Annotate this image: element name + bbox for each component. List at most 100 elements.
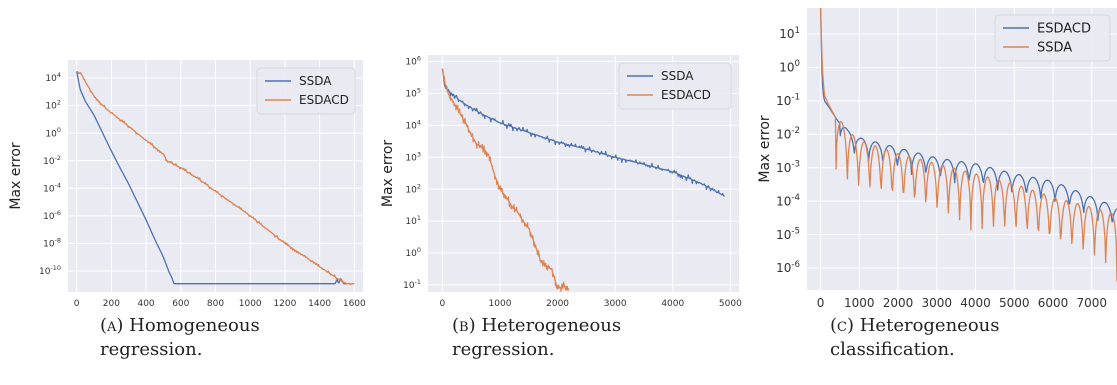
caption-line1: Heterogeneous [859, 315, 1000, 336]
y-tick-exponent: -4 [55, 181, 61, 189]
y-tick-exponent: 2 [417, 182, 421, 190]
y-axis-label: Max error [8, 142, 24, 210]
legend-label: ESDACD [1037, 22, 1091, 37]
y-tick-base: 10 [405, 153, 417, 163]
x-tick-label: 1400 [308, 299, 331, 309]
y-tick-label: 10-2 [776, 126, 800, 141]
x-tick-label: 2000 [883, 296, 914, 310]
y-tick-label: 10-10 [39, 264, 61, 277]
y-tick-exponent: 6 [417, 55, 421, 63]
y-tick-label: 101 [779, 26, 800, 41]
y-tick-exponent: 4 [417, 118, 421, 126]
caption-line2: regression. [452, 339, 555, 360]
x-tick-label: 1000 [239, 299, 262, 309]
legend-label: SSDA [299, 74, 332, 88]
series-group [819, 8, 1117, 282]
y-tick-base: 10 [776, 128, 791, 142]
caption-tag: (c) [830, 315, 854, 336]
y-tick-exponent: -2 [791, 126, 800, 136]
y-tick-label: 100 [45, 126, 61, 139]
y-tick-exponent: 0 [57, 126, 61, 134]
y-tick-exponent: -1 [791, 93, 800, 103]
y-tick-base: 10 [405, 90, 417, 100]
x-tick-label: 0 [440, 299, 446, 309]
legend: ESDACD SSDA [994, 14, 1111, 62]
y-tick-exponent: 1 [795, 26, 801, 36]
x-tick-label: 2000 [546, 299, 569, 309]
y-tick-label: 102 [405, 182, 421, 195]
y-tick-label: 10-4 [43, 181, 61, 194]
y-tick-base: 10 [43, 212, 55, 222]
caption-a: (a) Homogeneous regression. [100, 314, 260, 362]
y-tick-label: 10-2 [43, 154, 61, 167]
legend-box [256, 67, 356, 115]
y-tick-exponent: -1 [415, 278, 421, 286]
y-tick-label: 10-1 [403, 278, 421, 291]
caption-line2: regression. [100, 339, 203, 360]
x-tick-label: 0 [817, 296, 825, 310]
y-tick-label: 101 [405, 214, 421, 227]
y-tick-exponent: -2 [55, 154, 61, 162]
legend: SSDA ESDACD [618, 62, 732, 110]
y-tick-base: 10 [776, 228, 791, 242]
y-tick-base: 10 [776, 194, 791, 208]
caption-line1: Heterogeneous [481, 315, 622, 336]
y-tick-base: 10 [779, 27, 794, 41]
y-tick-label: 105 [405, 87, 421, 100]
y-tick-exponent: -6 [791, 260, 800, 270]
x-tick-label: 5000 [719, 299, 742, 309]
y-axis-label: Max error [380, 140, 396, 208]
y-tick-label: 10-8 [43, 237, 61, 250]
x-tick-label: 1200 [273, 299, 296, 309]
y-tick-exponent: 3 [417, 150, 421, 158]
y-tick-exponent: 0 [795, 59, 801, 69]
chart-b: 0 1000 2000 3000 4000 50001061051041031021011… [380, 55, 742, 310]
y-tick-label: 104 [405, 118, 421, 131]
panel-b: 0 1000 2000 3000 4000 5000 106 105 104 103 102 101 1… [372, 0, 744, 385]
series-line-esdacd [441, 68, 570, 292]
y-tick-exponent: -6 [55, 209, 61, 217]
panel-a: 0 200 400 600 800 1000 1200 1400 1600 104 102 100 10… [0, 0, 372, 385]
y-tick-base: 10 [39, 267, 51, 277]
series-line-ssda [441, 68, 725, 197]
y-tick-base: 10 [45, 74, 57, 84]
y-tick-exponent: 4 [57, 71, 61, 79]
y-tick-exponent: 1 [417, 214, 421, 222]
y-tick-base: 10 [403, 281, 415, 291]
x-tick-label: 800 [207, 299, 224, 309]
legend-label: ESDACD [661, 88, 711, 102]
x-tick-label: 600 [172, 299, 189, 309]
y-tick-base: 10 [43, 157, 55, 167]
legend-label: SSDA [1037, 41, 1072, 56]
y-tick-base: 10 [45, 129, 57, 139]
y-tick-label: 10-4 [776, 193, 800, 208]
y-tick-exponent: -5 [791, 226, 800, 236]
caption-tag: (a) [100, 315, 124, 336]
legend-label: SSDA [661, 69, 694, 83]
legend-label: ESDACD [299, 93, 349, 107]
y-tick-exponent: 5 [417, 87, 421, 95]
legend-box [618, 62, 732, 110]
x-tick-label: 6000 [1038, 296, 1069, 310]
x-tick-label: 7000 [1077, 296, 1108, 310]
x-tick-label: 4000 [960, 296, 991, 310]
x-tick-label: 0 [74, 299, 80, 309]
y-tick-label: 10-6 [43, 209, 61, 222]
x-tick-label: 400 [137, 299, 154, 309]
y-tick-exponent: -8 [55, 237, 61, 245]
x-tick-label: 4000 [661, 299, 684, 309]
y-tick-base: 10 [776, 161, 791, 175]
y-tick-base: 10 [776, 94, 791, 108]
y-tick-label: 100 [779, 59, 800, 74]
chart-a: 0 200 400 600 800 1000 1200 1400 160010410210010… [8, 60, 366, 310]
y-tick-label: 104 [45, 71, 61, 84]
x-tick-label: 1600 [343, 299, 366, 309]
y-tick-exponent: -4 [791, 193, 800, 203]
x-tick-label: 1000 [489, 299, 512, 309]
series-group [441, 68, 725, 292]
series-line-esdacd [76, 70, 355, 286]
y-axis-label: Max error [757, 115, 773, 183]
y-tick-base: 10 [776, 261, 791, 275]
caption-line2: classification. [830, 339, 955, 360]
panel-c: 0 1000 2000 3000 4000 5000 6000 7000 101 100 10-1 1… [744, 0, 1117, 385]
